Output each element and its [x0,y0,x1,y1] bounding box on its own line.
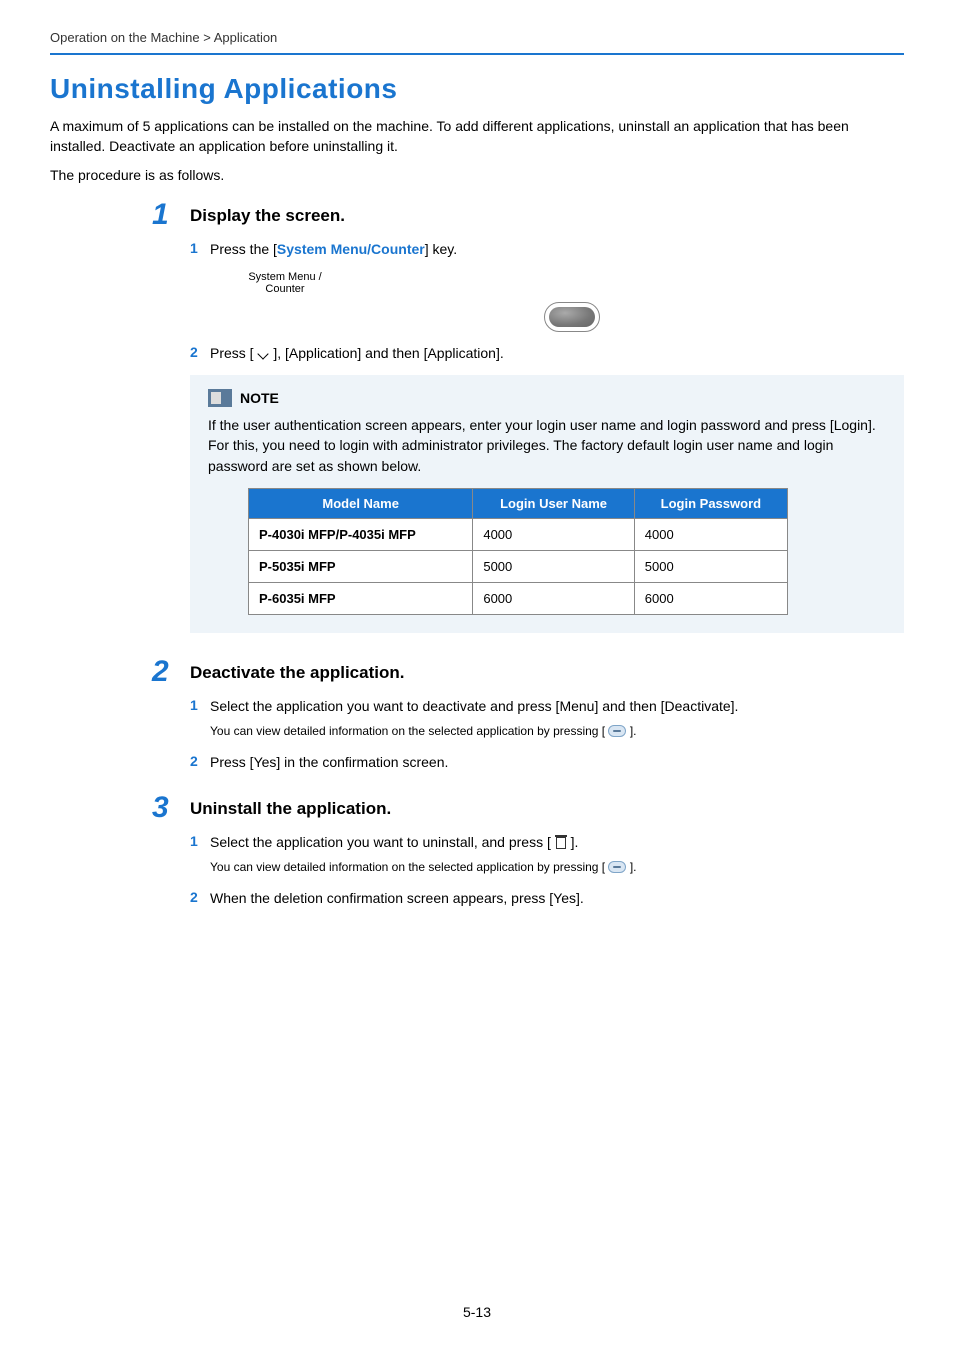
substep-text: When the deletion confirmation screen ap… [210,890,584,906]
info-icon [608,725,626,737]
table-header: Login User Name [473,489,634,519]
table-cell: 5000 [634,551,787,583]
system-menu-button-diagram: System Menu / Counter [240,271,904,331]
text-post: ], [Application] and then [Application]. [269,345,503,361]
step-2-sub-2: 2 Press [Yes] in the confirmation screen… [190,753,904,773]
text-post: ] key. [425,241,457,257]
button-diagram-label: System Menu / Counter [240,271,330,295]
table-cell: 4000 [473,519,634,551]
table-cell: 5000 [473,551,634,583]
substep-detail: You can view detailed information on the… [210,723,904,740]
breadcrumb: Operation on the Machine > Application [50,30,904,55]
step-1-sub-2: 2 Press [ ], [Application] and then [App… [190,344,904,364]
system-menu-key-link[interactable]: System Menu/Counter [277,241,425,257]
chevron-down-icon [257,348,269,360]
note-header: NOTE [208,389,886,407]
text-pre: Press the [ [210,241,277,257]
oval-button-icon [544,302,600,332]
substep-detail: You can view detailed information on the… [210,859,904,876]
table-row: P-6035i MFP 6000 6000 [249,583,788,615]
table-row: P-5035i MFP 5000 5000 [249,551,788,583]
substep-text: Select the application you want to unins… [210,834,578,850]
table-header: Model Name [249,489,473,519]
trash-icon [555,835,567,849]
page-number: 5-13 [0,1304,954,1320]
note-icon [208,389,232,407]
intro-paragraph-2: The procedure is as follows. [50,166,904,186]
substep-number: 2 [190,344,198,360]
step-3-number: 3 [152,791,169,825]
note-text: If the user authentication screen appear… [208,415,886,476]
step-1-heading: Display the screen. [190,206,904,226]
step-2-sub-1: 1 Select the application you want to dea… [190,697,904,739]
step-3-sub-2: 2 When the deletion confirmation screen … [190,889,904,909]
text-pre: Press [ [210,345,257,361]
step-2-number: 2 [152,655,169,689]
substep-text: Select the application you want to deact… [210,698,738,714]
substep-number: 1 [190,240,198,256]
note-box: NOTE If the user authentication screen a… [190,375,904,633]
table-cell: P-6035i MFP [249,583,473,615]
table-row: P-4030i MFP/P-4035i MFP 4000 4000 [249,519,788,551]
step-3: 3 Uninstall the application. 1 Select th… [190,799,904,909]
substep-number: 1 [190,833,198,849]
table-cell: 6000 [473,583,634,615]
step-2-heading: Deactivate the application. [190,663,904,683]
table-cell: P-4030i MFP/P-4035i MFP [249,519,473,551]
text-post: ]. [567,834,579,850]
info-icon [608,861,626,873]
step-3-heading: Uninstall the application. [190,799,904,819]
substep-text: Press [ ], [Application] and then [Appli… [210,345,504,361]
substep-number: 2 [190,753,198,769]
step-2: 2 Deactivate the application. 1 Select t… [190,663,904,773]
login-credentials-table: Model Name Login User Name Login Passwor… [248,488,788,615]
intro-paragraph-1: A maximum of 5 applications can be insta… [50,117,904,156]
table-cell: 6000 [634,583,787,615]
table-header: Login Password [634,489,787,519]
text-pre: You can view detailed information on the… [210,860,608,874]
text-post: ]. [626,860,636,874]
note-label: NOTE [240,390,279,406]
substep-text: Press the [System Menu/Counter] key. [210,241,457,257]
step-1: 1 Display the screen. 1 Press the [Syste… [190,206,904,633]
step-3-sub-1: 1 Select the application you want to uni… [190,833,904,875]
table-cell: 4000 [634,519,787,551]
table-cell: P-5035i MFP [249,551,473,583]
substep-text: Press [Yes] in the confirmation screen. [210,754,448,770]
table-header-row: Model Name Login User Name Login Passwor… [249,489,788,519]
substep-number: 2 [190,889,198,905]
step-1-number: 1 [152,198,169,232]
text-pre: Select the application you want to unins… [210,834,555,850]
step-1-sub-1: 1 Press the [System Menu/Counter] key. S… [190,240,904,332]
page-title: Uninstalling Applications [50,73,904,105]
substep-number: 1 [190,697,198,713]
text-post: ]. [626,724,636,738]
text-pre: You can view detailed information on the… [210,724,608,738]
